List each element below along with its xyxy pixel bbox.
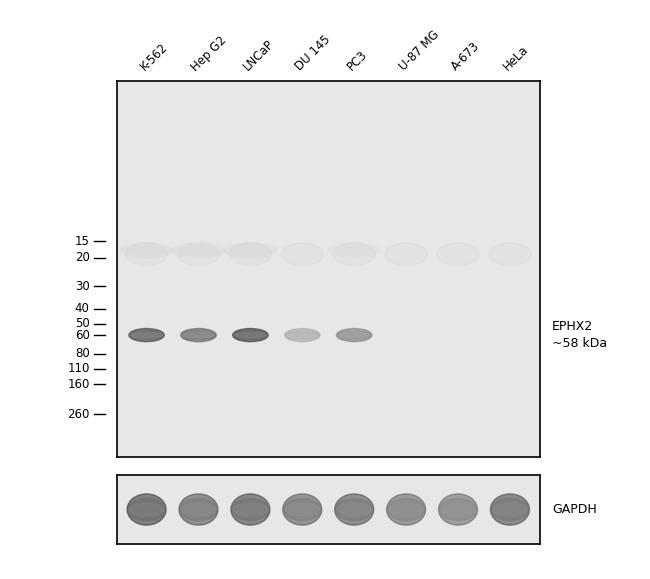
- Text: K-562: K-562: [137, 41, 170, 74]
- Ellipse shape: [492, 503, 528, 516]
- Ellipse shape: [235, 332, 266, 338]
- Ellipse shape: [233, 331, 267, 340]
- Ellipse shape: [181, 503, 216, 516]
- Ellipse shape: [490, 494, 530, 525]
- Ellipse shape: [284, 499, 321, 521]
- Ellipse shape: [231, 494, 270, 525]
- Text: 80: 80: [75, 347, 90, 360]
- Ellipse shape: [287, 332, 318, 338]
- Ellipse shape: [131, 332, 162, 338]
- Text: 110: 110: [68, 362, 90, 375]
- Ellipse shape: [224, 243, 277, 258]
- Ellipse shape: [229, 243, 272, 265]
- Ellipse shape: [285, 331, 319, 340]
- Ellipse shape: [437, 243, 479, 265]
- Text: DU 145: DU 145: [293, 34, 333, 74]
- Text: EPHX2
~58 kDa: EPHX2 ~58 kDa: [552, 320, 607, 350]
- Text: 160: 160: [68, 378, 90, 390]
- Ellipse shape: [181, 328, 216, 342]
- Ellipse shape: [183, 332, 214, 338]
- Ellipse shape: [333, 243, 375, 265]
- Ellipse shape: [491, 499, 528, 521]
- Ellipse shape: [281, 243, 324, 265]
- Ellipse shape: [128, 499, 165, 521]
- Ellipse shape: [335, 499, 372, 521]
- Text: Hep G2: Hep G2: [189, 34, 229, 74]
- Text: HeLa: HeLa: [500, 43, 531, 74]
- Ellipse shape: [172, 243, 225, 258]
- Ellipse shape: [179, 494, 218, 525]
- Ellipse shape: [129, 503, 164, 516]
- Ellipse shape: [285, 328, 320, 342]
- Ellipse shape: [225, 245, 276, 256]
- Text: 15: 15: [75, 234, 90, 247]
- Ellipse shape: [285, 503, 320, 516]
- Ellipse shape: [127, 494, 166, 525]
- Text: U-87 MG: U-87 MG: [397, 28, 442, 74]
- Ellipse shape: [439, 494, 478, 525]
- Ellipse shape: [130, 331, 163, 340]
- Ellipse shape: [387, 499, 424, 521]
- Ellipse shape: [489, 243, 531, 265]
- Ellipse shape: [233, 503, 268, 516]
- Ellipse shape: [385, 243, 427, 265]
- Text: 260: 260: [68, 408, 90, 420]
- Ellipse shape: [177, 243, 220, 265]
- Ellipse shape: [337, 328, 372, 342]
- Ellipse shape: [338, 332, 370, 338]
- Text: 50: 50: [75, 317, 90, 330]
- Ellipse shape: [232, 499, 269, 521]
- Text: 60: 60: [75, 329, 90, 342]
- Ellipse shape: [439, 499, 476, 521]
- Ellipse shape: [125, 243, 168, 265]
- Ellipse shape: [129, 328, 164, 342]
- Ellipse shape: [335, 494, 374, 525]
- Text: 40: 40: [75, 302, 90, 315]
- Ellipse shape: [233, 328, 268, 342]
- Text: 30: 30: [75, 280, 90, 292]
- Ellipse shape: [180, 499, 217, 521]
- Ellipse shape: [283, 494, 322, 525]
- Ellipse shape: [389, 503, 424, 516]
- Text: LNCaP: LNCaP: [241, 38, 277, 74]
- Ellipse shape: [337, 503, 372, 516]
- Text: 20: 20: [75, 251, 90, 265]
- Text: GAPDH: GAPDH: [552, 503, 597, 516]
- Ellipse shape: [387, 494, 426, 525]
- Ellipse shape: [120, 243, 173, 258]
- Ellipse shape: [337, 331, 371, 340]
- Ellipse shape: [181, 331, 215, 340]
- Ellipse shape: [441, 503, 476, 516]
- Text: A-673: A-673: [449, 40, 482, 74]
- Text: PC3: PC3: [345, 48, 370, 74]
